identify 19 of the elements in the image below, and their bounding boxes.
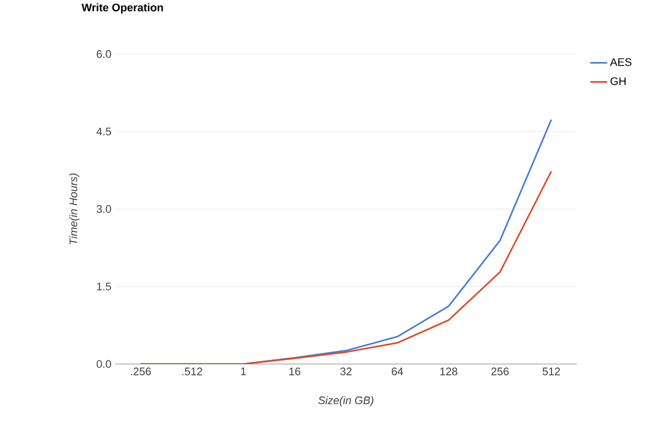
x-tick-label: 64 bbox=[392, 368, 404, 376]
y-axis-title: Time(in Hours) bbox=[69, 174, 80, 244]
chart-title: Write Operation bbox=[82, 3, 163, 14]
legend-label: GH bbox=[610, 77, 626, 86]
x-tick-label: 32 bbox=[340, 368, 352, 376]
y-tick-label: 6.0 bbox=[96, 50, 112, 58]
x-tick-label: 16 bbox=[289, 368, 300, 376]
legend-label: AES bbox=[610, 58, 632, 66]
x-tick-label: 128 bbox=[440, 368, 458, 376]
y-tick-label: 1.5 bbox=[97, 282, 112, 290]
y-tick-label: 3.0 bbox=[96, 205, 112, 213]
x-tick-label: 256 bbox=[491, 368, 509, 376]
y-tick-label: 0.0 bbox=[96, 360, 112, 368]
x-tick-label: .512 bbox=[182, 368, 202, 376]
x-axis-title: Size(in GB) bbox=[318, 396, 374, 406]
x-tick-label: .256 bbox=[131, 368, 151, 376]
x-tick-label: 1 bbox=[241, 368, 246, 376]
y-tick-label: 4.5 bbox=[96, 128, 112, 136]
x-tick-label: 512 bbox=[542, 368, 560, 376]
